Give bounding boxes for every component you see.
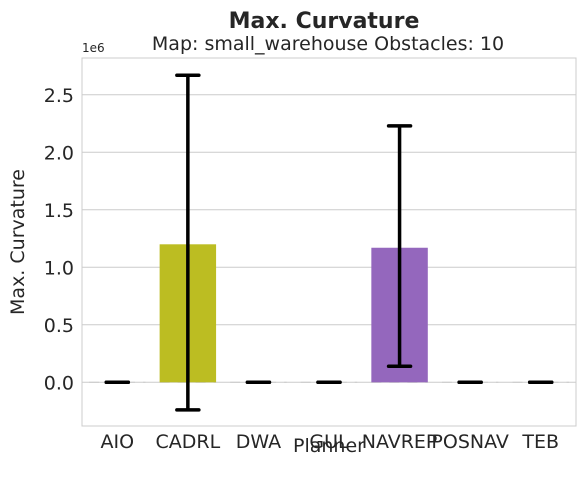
plot-frame [82,58,576,426]
bars [160,244,428,382]
y-tick-label: 0.0 [44,372,74,394]
y-tick-label: 1.5 [44,200,74,222]
y-tick-label: 1.0 [44,257,74,279]
x-tick-label: DWA [236,431,281,453]
x-tick-label: AIO [101,431,135,453]
x-tick-label: TEB [521,431,559,453]
y-tick-labels: 0.0 0.5 1.0 1.5 2.0 2.5 [44,85,74,395]
x-tick-label: NAVREP [362,431,438,453]
chart-subtitle: Map: small_warehouse Obstacles: 10 [152,33,504,55]
x-axis-label: Planner [293,435,365,457]
y-tick-label: 0.5 [44,315,74,337]
x-tick-label: POSNAV [431,431,508,453]
y-axis-label: Max. Curvature [7,169,29,315]
y-axis-offset-label: 1e6 [82,41,105,55]
grid [82,95,576,383]
x-tick-label: CADRL [156,431,221,453]
chart-title: Max. Curvature [229,9,420,34]
y-tick-label: 2.0 [44,142,74,164]
y-tick-label: 2.5 [44,85,74,107]
